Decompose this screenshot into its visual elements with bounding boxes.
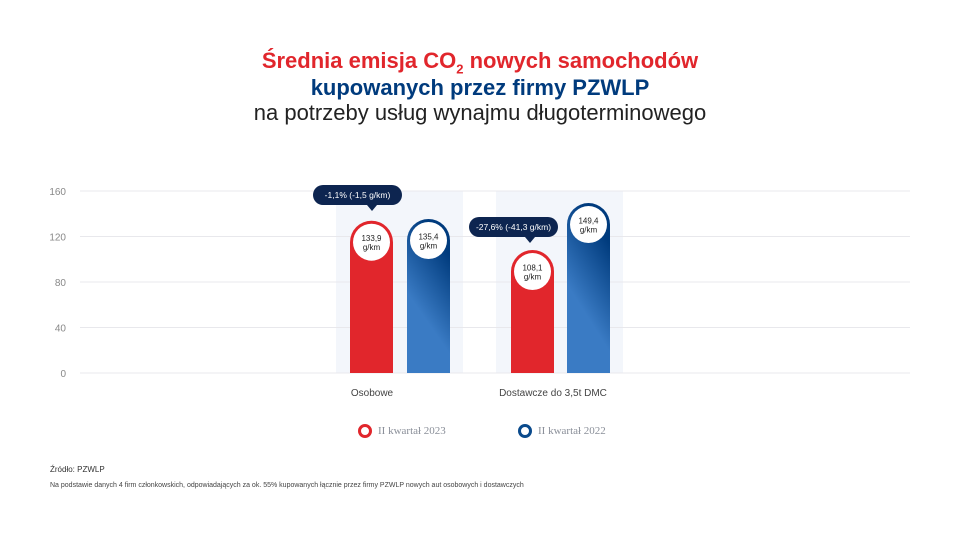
y-tick-label: 160 (49, 187, 66, 198)
note: Na podstawie danych 4 firm członkowskich… (50, 482, 524, 489)
data-label: 135,4 (418, 232, 439, 241)
source: Źródło: PZWLP (50, 465, 105, 474)
change-tooltip (469, 217, 558, 243)
change-tooltip (313, 185, 402, 211)
value-badge (570, 206, 607, 244)
value-badge (410, 221, 447, 259)
legend-label: II kwartał 2022 (538, 425, 606, 437)
change-label: -1,1% (-1,5 g/km) (325, 190, 391, 200)
legend-marker (518, 424, 532, 438)
y-tick-label: 0 (60, 369, 66, 380)
legend-item-2022: II kwartał 2022 (518, 424, 606, 438)
value-badge (514, 253, 551, 291)
legend-label: II kwartał 2023 (378, 425, 446, 437)
legend-marker (358, 424, 372, 438)
y-tick-label: 120 (49, 233, 66, 244)
value-badge (353, 223, 390, 261)
data-unit: g/km (363, 243, 381, 252)
title-line-3: na potrzeby usług wynajmu długoterminowe… (253, 100, 707, 125)
data-label: 108,1 (522, 264, 543, 273)
change-label: -27,6% (-41,3 g/km) (476, 222, 551, 232)
bar (567, 203, 610, 373)
x-tick-label: Osobowe (351, 388, 394, 399)
y-tick-label: 80 (55, 278, 67, 289)
y-tick-label: 40 (55, 324, 67, 335)
title-line-1: Średnia emisja CO2 nowych samochodów (261, 48, 699, 77)
data-label: 149,4 (578, 217, 599, 226)
bar (350, 220, 393, 373)
data-unit: g/km (580, 226, 598, 235)
data-unit: g/km (420, 241, 438, 250)
data-label: 133,9 (361, 234, 382, 243)
data-unit: g/km (524, 273, 542, 282)
bar-chart: 04080120160133,9g/km108,1g/km135,4g/km14… (49, 185, 910, 399)
legend-item-2023: II kwartał 2023 (358, 424, 446, 438)
bar (407, 218, 450, 373)
x-tick-label: Dostawcze do 3,5t DMC (499, 388, 607, 399)
title-line-2: kupowanych przez firmy PZWLP (310, 75, 650, 100)
